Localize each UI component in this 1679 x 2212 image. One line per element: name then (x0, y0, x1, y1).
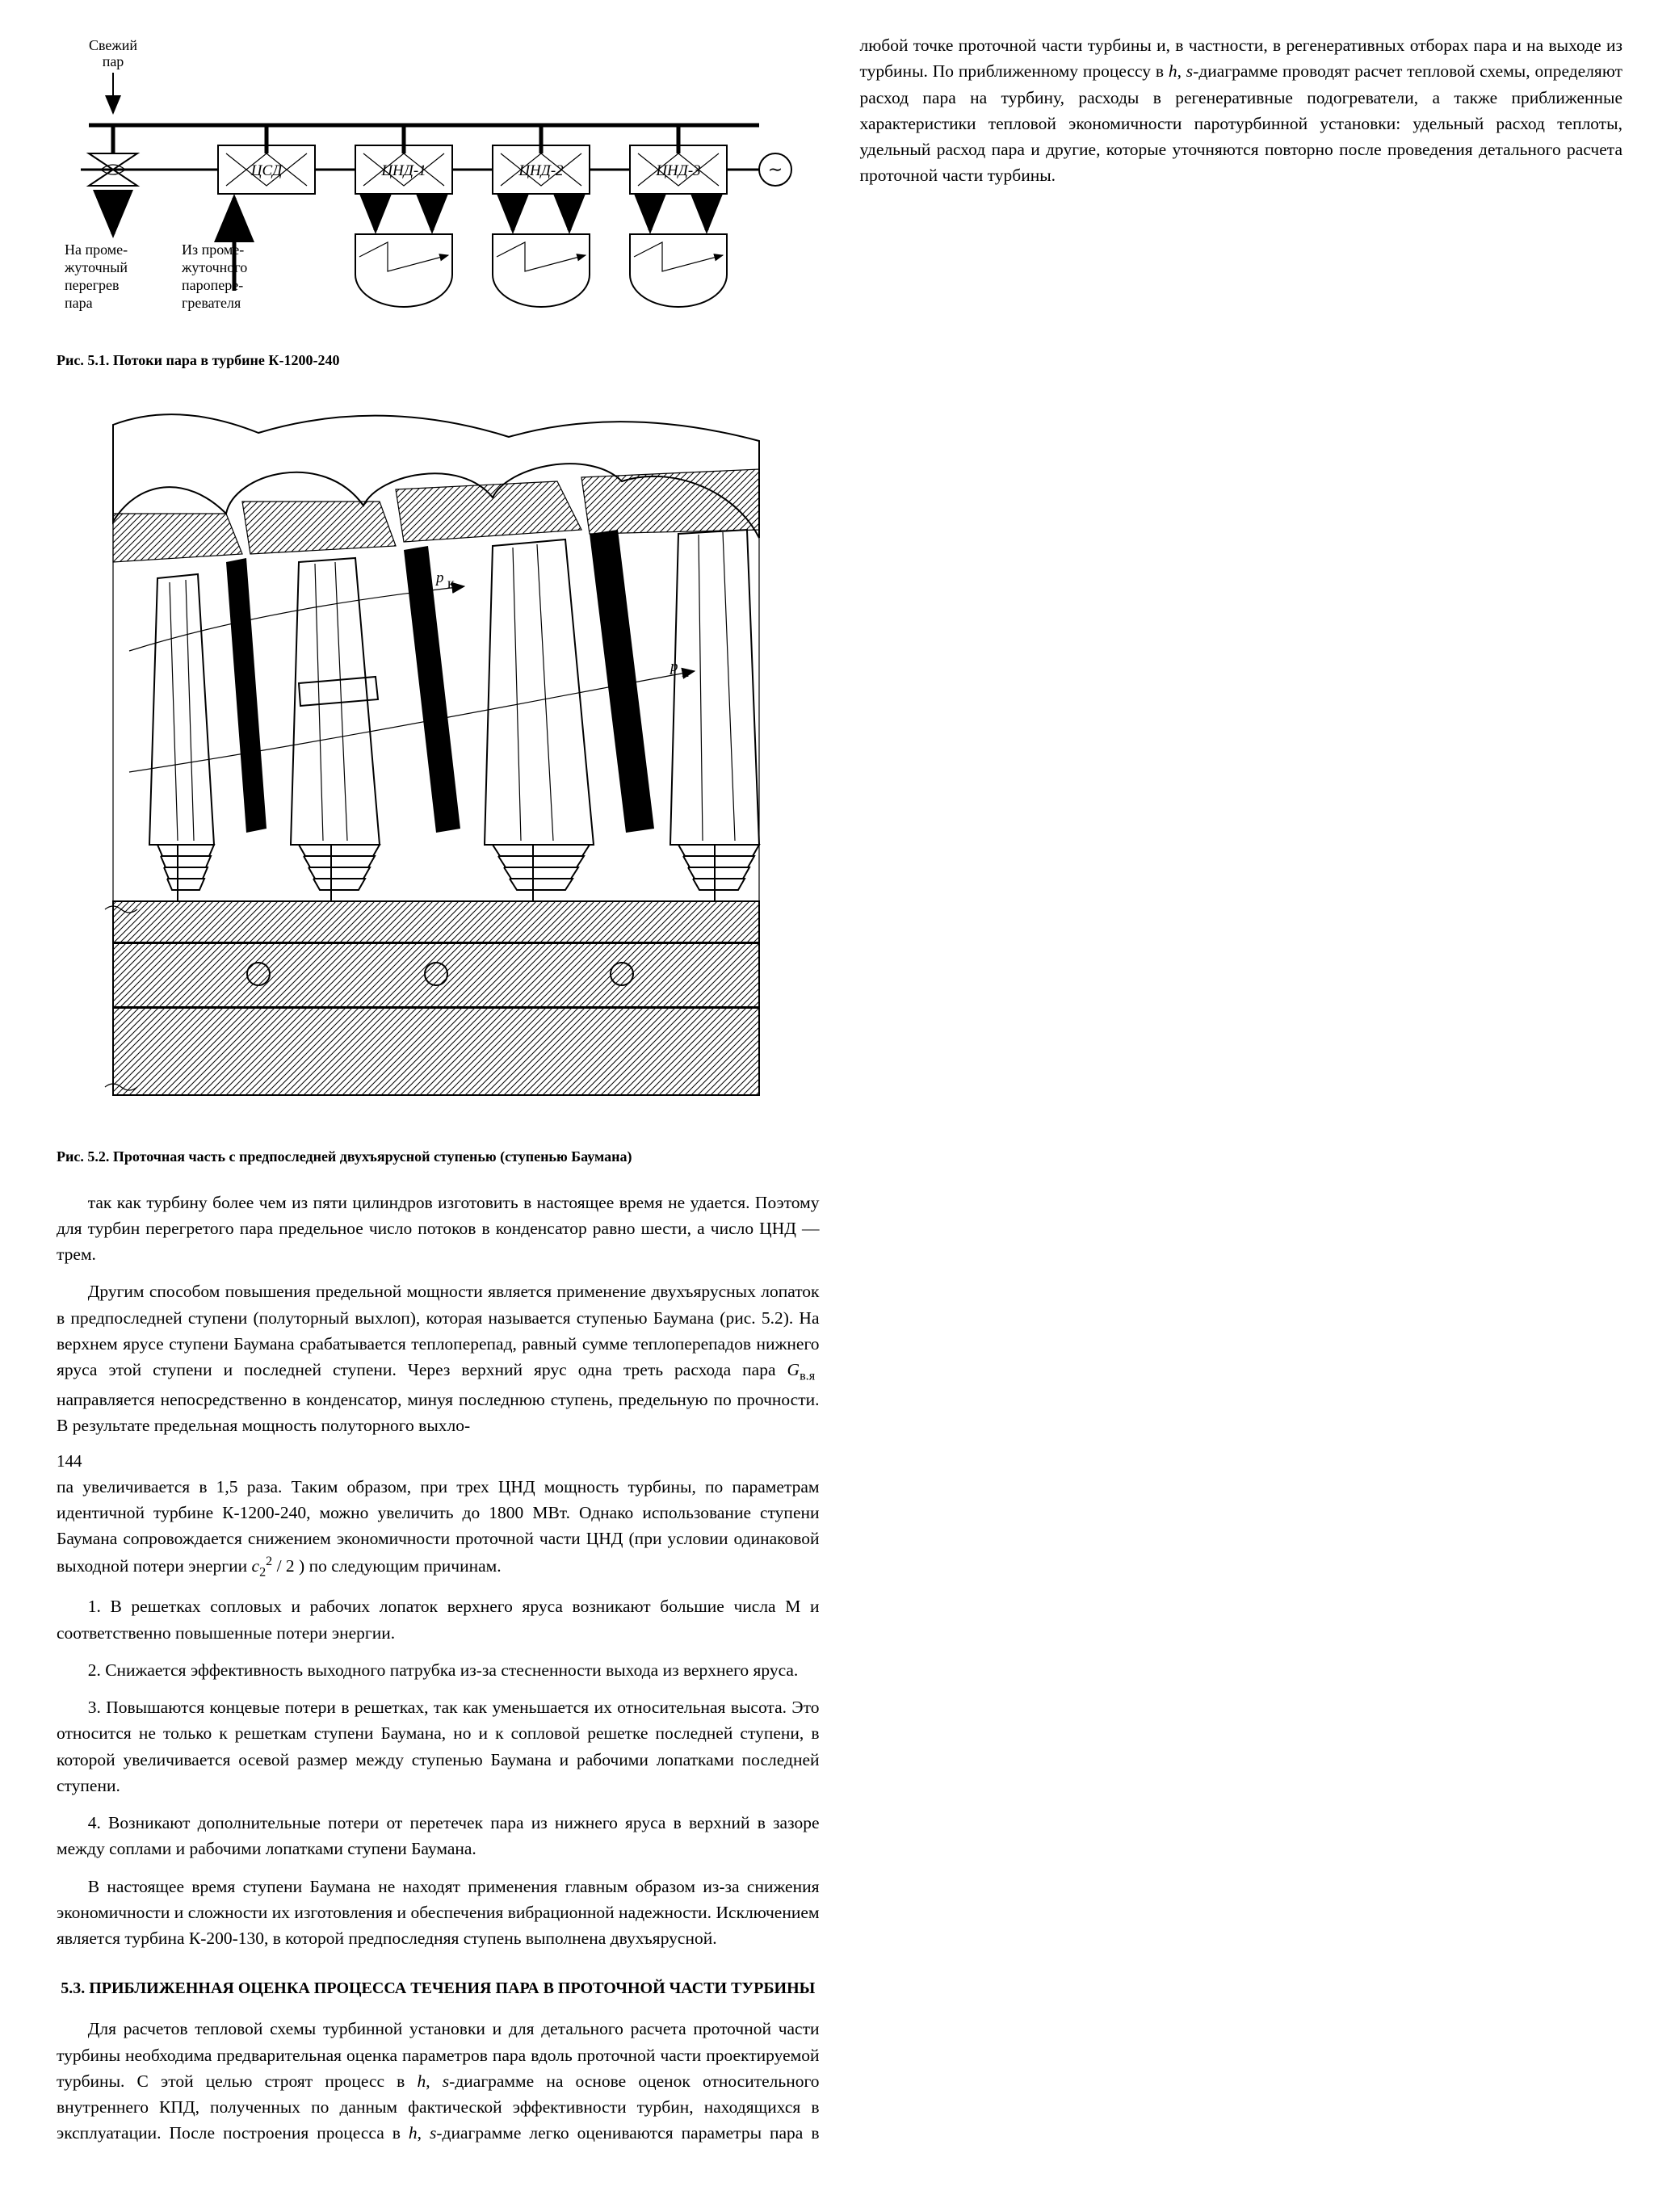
fig52-caption: Рис. 5.2. Проточная часть с предпоследне… (57, 1147, 820, 1166)
svg-text:паропере-: паропере- (182, 277, 243, 293)
rotor-blade-2 (291, 558, 380, 845)
svg-text:гревателя: гревателя (182, 295, 241, 311)
blade-root-row (157, 845, 759, 890)
svg-text:жуточный: жуточный (64, 259, 128, 275)
para-r6: В настоящее время ступени Баумана не нах… (57, 1874, 820, 1952)
para-r2: 1. В решетках сопловых и рабочих лопаток… (57, 1593, 820, 1646)
para-r3: 2. Снижается эффективность выходного пат… (57, 1657, 820, 1683)
rotor-blade-1 (149, 574, 214, 845)
svg-text:ЦНД-1: ЦНД-1 (380, 162, 426, 179)
para-r5: 4. Возникают дополнительные потери от пе… (57, 1810, 820, 1862)
svg-text:ЦНД-3: ЦНД-3 (655, 162, 700, 179)
rotor-blade-3 (485, 539, 594, 845)
para-r4: 3. Повышаются концевые потери в решетках… (57, 1694, 820, 1799)
svg-text:жуточного: жуточного (181, 259, 247, 275)
figure-5-1: Свежий пар ЦСД (57, 32, 820, 370)
condenser-3 (630, 194, 727, 307)
figure-5-2: p к p к (57, 392, 820, 1166)
page-number: 144 (57, 1450, 820, 1474)
svg-text:пар: пар (103, 53, 124, 69)
para-r1: па увеличивается в 1,5 раза. Таким образ… (57, 1474, 820, 1582)
fig51-caption: Рис. 5.1. Потоки пара в турбине К-1200-2… (57, 350, 820, 370)
fig51-svg: Свежий пар ЦСД (57, 32, 808, 339)
fresh-steam-label: Свежий (89, 37, 137, 53)
fig52-svg: p к p к (57, 392, 808, 1135)
svg-text:∼: ∼ (768, 159, 783, 179)
svg-text:перегрев: перегрев (65, 277, 119, 293)
svg-text:p: p (669, 658, 678, 675)
section-5-3-head: 5.3. ПРИБЛИЖЕННАЯ ОЦЕНКА ПРОЦЕССА ТЕЧЕНИ… (57, 1977, 820, 2000)
para-l2: Другим способом повышения предельной мощ… (57, 1278, 820, 1438)
condenser-2 (493, 194, 590, 307)
svg-text:ЦСД: ЦСД (250, 162, 283, 179)
svg-text:p: p (434, 569, 444, 586)
svg-text:Из проме-: Из проме- (182, 241, 244, 258)
svg-text:пара: пара (65, 295, 93, 311)
svg-text:На проме-: На проме- (65, 241, 128, 258)
svg-text:к: к (447, 575, 455, 591)
rotor-blade-4 (670, 530, 759, 845)
svg-text:ЦНД-2: ЦНД-2 (518, 162, 564, 179)
para-l1: так как турбину более чем из пяти цилинд… (57, 1190, 820, 1268)
condenser-1 (355, 194, 452, 307)
